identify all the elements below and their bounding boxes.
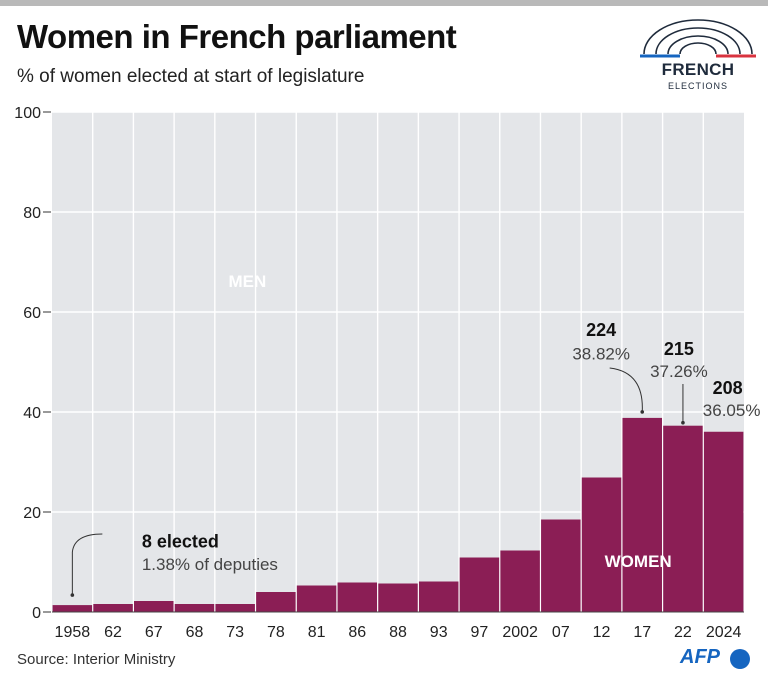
annotation-count: 208 <box>713 378 743 398</box>
x-tick-label: 93 <box>430 624 448 641</box>
annotation-pct: 1.38% of deputies <box>142 555 278 574</box>
annotation-count: 8 elected <box>142 532 219 552</box>
annotation-leader <box>609 367 643 412</box>
annotation-dot <box>681 420 685 425</box>
arch-icon <box>640 19 756 58</box>
x-tick-label: 81 <box>308 624 326 641</box>
annotation-dot <box>70 593 75 597</box>
afp-logo: AFP <box>680 646 720 668</box>
region-label-men: MEN <box>228 272 266 291</box>
x-tick-label: 78 <box>267 624 285 641</box>
x-tick-label: 97 <box>471 624 489 641</box>
bar <box>134 601 174 612</box>
french-elections-logo: FRENCH ELECTIONS <box>636 14 756 94</box>
annotation-pct: 36.05% <box>703 401 761 420</box>
y-tick-label: 60 <box>23 305 41 322</box>
region-label-women: WOMEN <box>605 552 672 571</box>
afp-dot-icon <box>730 649 750 669</box>
annotation-pct: 37.26% <box>650 362 708 381</box>
bar <box>622 417 662 612</box>
x-tick-label: 68 <box>186 624 204 641</box>
bar <box>500 550 540 612</box>
bar <box>541 519 581 612</box>
x-tick-label: 17 <box>633 624 651 641</box>
bar <box>378 583 418 612</box>
y-tick-label: 40 <box>23 405 41 422</box>
annotation-leader <box>71 533 103 596</box>
annotation-pct: 38.82% <box>572 345 630 364</box>
bar <box>459 557 500 612</box>
x-tick-label: 2002 <box>502 624 538 641</box>
bar <box>337 582 378 612</box>
y-tick-label: 80 <box>23 205 41 222</box>
annotation-count: 224 <box>586 320 616 340</box>
x-tick-label: 67 <box>145 624 163 641</box>
annotation-dot <box>640 410 645 414</box>
bar <box>52 605 93 612</box>
y-tick-label: 0 <box>32 605 41 622</box>
bar <box>663 425 703 612</box>
x-tick-label: 88 <box>389 624 407 641</box>
y-tick-label: 20 <box>23 505 41 522</box>
chart-subtitle: % of women elected at start of legislatu… <box>17 66 365 87</box>
bar <box>418 581 459 612</box>
bar <box>256 592 296 612</box>
x-tick-label: 2024 <box>706 624 742 641</box>
x-tick-label: 22 <box>674 624 692 641</box>
bar <box>296 585 337 612</box>
bar <box>93 604 133 612</box>
x-tick-label: 73 <box>226 624 244 641</box>
bar-chart: 0 20 40 60 80 100 1958 62 67 68 73 78 81 86 88 93 97 2002… <box>14 105 761 641</box>
x-tick-label: 86 <box>348 624 366 641</box>
logo-word: FRENCH <box>661 60 735 79</box>
top-rule <box>0 0 768 6</box>
y-tick-label: 100 <box>14 105 41 122</box>
bar <box>215 604 255 612</box>
x-tick-label: 07 <box>552 624 570 641</box>
bar <box>703 431 744 612</box>
logo-subword: ELECTIONS <box>667 81 728 91</box>
chart-title: Women in French parliament <box>17 18 457 55</box>
annotation-count: 215 <box>664 339 694 359</box>
bar <box>581 477 622 612</box>
x-tick-label: 12 <box>593 624 611 641</box>
bar <box>174 604 215 612</box>
x-tick-label: 1958 <box>55 624 91 641</box>
x-tick-label: 62 <box>104 624 122 641</box>
source-note: Source: Interior Ministry <box>17 651 176 668</box>
